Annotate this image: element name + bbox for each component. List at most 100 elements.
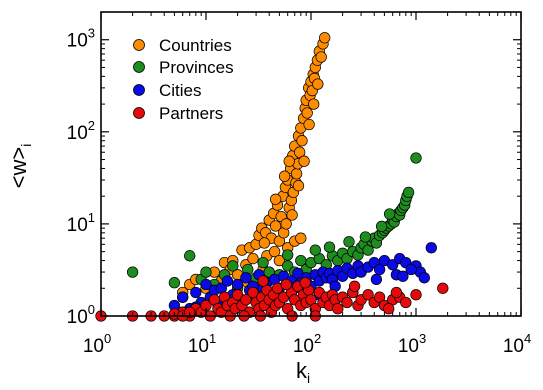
y-tick-label-base: 10 xyxy=(67,31,88,52)
data-point-provinces xyxy=(200,266,212,278)
x-tick-label-base: 10 xyxy=(503,336,524,357)
legend-marker-provinces xyxy=(133,61,145,73)
data-point-countries xyxy=(268,245,281,258)
data-point-countries xyxy=(280,218,292,230)
data-point-cities xyxy=(221,275,234,287)
data-point-cities xyxy=(190,286,202,299)
x-axis-label-subscript: i xyxy=(307,370,310,386)
x-tick-label-base: 10 xyxy=(398,336,419,357)
data-point-partners xyxy=(341,296,353,309)
y-axis-label: <w>i xyxy=(6,144,34,189)
y-tick-label-exponent: 2 xyxy=(88,118,95,133)
legend: Countries Provinces Cities Partners xyxy=(133,36,234,123)
data-point-partners xyxy=(348,280,361,292)
data-point-countries xyxy=(292,180,305,192)
data-point-countries xyxy=(295,232,307,244)
y-tick-label-base: 10 xyxy=(67,123,88,144)
x-tick-label-exponent: 3 xyxy=(419,331,426,346)
x-tick-label: 100 xyxy=(83,331,111,357)
data-point-countries xyxy=(269,193,282,205)
y-tick-label-base: 10 xyxy=(67,307,88,328)
legend-marker-partners xyxy=(133,107,145,119)
data-point-partners xyxy=(383,303,395,315)
data-point-countries xyxy=(283,155,295,167)
data-point-countries xyxy=(308,98,320,110)
y-axis-label-base: <w> xyxy=(6,147,31,189)
data-point-countries xyxy=(278,170,291,182)
axis-ticks xyxy=(100,12,522,317)
data-point-cities xyxy=(397,270,409,282)
y-tick-label: 100 xyxy=(67,302,95,328)
data-point-countries xyxy=(319,32,331,44)
x-tick-label-base: 10 xyxy=(188,336,209,357)
data-point-countries xyxy=(315,51,327,63)
data-point-partners xyxy=(390,286,403,299)
y-tick-label: 102 xyxy=(67,118,95,144)
data-point-cities xyxy=(425,242,437,254)
data-point-cities xyxy=(240,272,252,284)
data-point-cities xyxy=(177,291,189,303)
data-point-partners xyxy=(437,282,449,294)
data-point-partners xyxy=(332,303,344,315)
legend-label-cities: Cities xyxy=(159,81,202,100)
data-point-countries xyxy=(312,78,324,90)
y-tick-label-exponent: 0 xyxy=(88,302,95,317)
data-point-partners xyxy=(257,275,269,287)
data-point-countries xyxy=(258,237,271,249)
data-points xyxy=(95,32,449,322)
data-point-cities xyxy=(418,272,430,284)
data-point-countries xyxy=(269,220,282,232)
data-point-partners xyxy=(362,289,374,301)
x-axis-label: ki xyxy=(296,358,310,386)
legend-label-countries: Countries xyxy=(159,36,232,55)
x-tick-label: 104 xyxy=(503,331,531,357)
data-point-partners xyxy=(400,296,412,309)
data-point-partners xyxy=(231,289,244,301)
x-tick-label-base: 10 xyxy=(293,336,314,357)
x-axis-label-base: k xyxy=(296,358,308,383)
data-point-partners xyxy=(280,278,292,291)
x-tick-label-exponent: 0 xyxy=(104,331,111,346)
data-point-partners xyxy=(299,277,311,289)
y-axis-label-subscript: i xyxy=(18,144,34,147)
data-point-countries xyxy=(296,135,308,147)
data-point-provinces xyxy=(227,260,239,272)
data-point-countries xyxy=(290,168,303,180)
legend-label-partners: Partners xyxy=(159,104,223,123)
data-point-partners xyxy=(373,291,386,303)
data-point-provinces xyxy=(383,208,396,220)
data-point-countries xyxy=(298,155,310,167)
legend-marker-cities xyxy=(133,84,145,96)
data-point-provinces xyxy=(359,231,372,243)
data-point-countries xyxy=(286,209,298,221)
data-point-provinces xyxy=(257,256,269,269)
data-point-provinces xyxy=(410,152,422,164)
data-point-countries xyxy=(301,107,313,119)
data-point-provinces xyxy=(375,220,388,233)
series-partners xyxy=(95,275,449,322)
data-point-countries xyxy=(247,252,259,265)
series-provinces xyxy=(126,152,422,303)
data-point-countries xyxy=(294,146,306,158)
data-point-provinces xyxy=(402,186,415,199)
data-point-provinces xyxy=(323,241,336,253)
x-tick-label: 103 xyxy=(398,331,426,357)
data-point-cities xyxy=(200,278,212,291)
y-tick-label-exponent: 3 xyxy=(88,26,95,41)
legend-label-provinces: Provinces xyxy=(159,58,234,77)
data-point-provinces xyxy=(282,249,294,261)
data-point-provinces xyxy=(309,244,321,256)
data-point-cities xyxy=(370,273,383,286)
x-tick-label: 101 xyxy=(188,331,216,357)
x-tick-label: 102 xyxy=(293,331,321,357)
legend-marker-countries xyxy=(133,39,145,51)
x-tick-label-exponent: 4 xyxy=(524,331,531,346)
data-point-partners xyxy=(410,289,422,301)
x-tick-label-exponent: 2 xyxy=(314,331,321,346)
y-tick-label: 101 xyxy=(67,210,95,236)
data-point-cities xyxy=(405,263,417,276)
data-point-countries xyxy=(273,254,286,267)
